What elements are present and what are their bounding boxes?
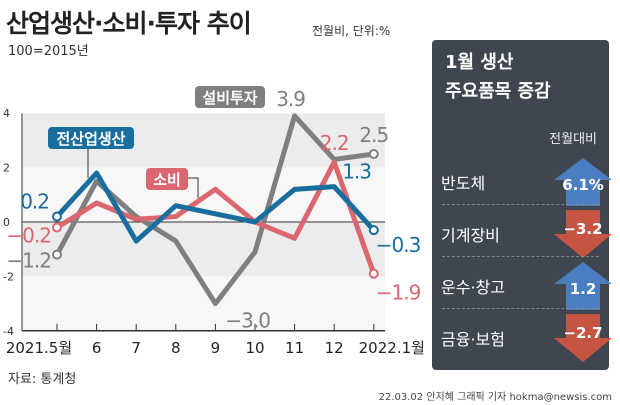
panel-column-label: 전월대비 xyxy=(549,132,597,147)
legend-label: 소비 xyxy=(153,171,181,189)
x-tick-label: 2022.1월 xyxy=(359,339,425,357)
data-point xyxy=(368,225,379,236)
series-line-전산업생산 xyxy=(55,170,376,244)
data-point xyxy=(52,222,62,233)
arrow-up-icon xyxy=(554,158,612,206)
y-tick-label: -4 xyxy=(3,325,14,338)
data-label: 3.9 xyxy=(276,87,305,111)
data-label: −1.9 xyxy=(376,281,421,305)
data-label: 0.2 xyxy=(20,190,49,214)
x-tick-label: 7 xyxy=(131,339,141,357)
leader-line xyxy=(188,177,199,198)
panel-item: 운수·창고 1.2 xyxy=(432,260,612,312)
base-note: 100=2015년 xyxy=(8,44,89,59)
x-tick-label: 10 xyxy=(245,339,264,357)
legend-tag xyxy=(146,168,188,190)
arrow-up-icon xyxy=(554,262,612,310)
y-tick-label: -2 xyxy=(3,270,14,283)
data-label: −0.3 xyxy=(376,233,421,257)
x-tick-label: 2021.5월 xyxy=(6,339,72,357)
y-tick-label: 0 xyxy=(3,216,10,229)
data-label: −0.2 xyxy=(6,223,51,247)
arrow-down-icon xyxy=(554,210,612,258)
data-label: 1.3 xyxy=(342,160,371,184)
data-point xyxy=(368,149,379,159)
credit: 22.03.02 안지혜 그래픽 기자 hokma@newsis.com xyxy=(378,392,612,403)
item-value: 1.2 xyxy=(569,280,597,298)
divider xyxy=(442,204,599,205)
x-tick-label: 8 xyxy=(171,339,181,357)
x-tick-label: 9 xyxy=(211,339,221,357)
item-label: 기계장비 xyxy=(441,226,500,245)
items-panel: 1월 생산 주요품목 증감 전월대비 반도체 6.1% 기계장비 −3.2 운수·… xyxy=(432,40,612,370)
item-label: 운수·창고 xyxy=(441,278,505,297)
y-tick-label: 4 xyxy=(3,107,10,120)
divider xyxy=(442,308,599,309)
y-tick-label: 2 xyxy=(3,162,10,175)
panel-item: 반도체 6.1% xyxy=(432,156,612,208)
band xyxy=(22,222,385,277)
data-label: 2.2 xyxy=(320,131,349,155)
legend-tag xyxy=(48,127,134,149)
item-value: −2.7 xyxy=(563,324,603,342)
panel-item: 금융·보험 −2.7 xyxy=(432,312,612,364)
arrow-down-icon xyxy=(554,314,612,362)
x-tick-label: 11 xyxy=(285,339,304,357)
data-label: −1.2 xyxy=(6,249,51,273)
source: 자료: 통계청 xyxy=(8,372,77,387)
divider xyxy=(442,256,599,257)
data-point xyxy=(368,268,379,279)
legend-label: 전산업생산 xyxy=(56,130,125,148)
data-point xyxy=(52,211,62,222)
legend-label: 설비투자 xyxy=(202,89,257,107)
data-label: −3.0 xyxy=(225,309,270,333)
item-label: 반도체 xyxy=(441,174,486,193)
data-label: 2.5 xyxy=(359,123,388,147)
panel-item: 기계장비 −3.2 xyxy=(432,208,612,260)
unit-note: 전월비, 단위:% xyxy=(312,24,391,38)
legend-tag xyxy=(195,86,265,108)
x-tick-label: 6 xyxy=(92,339,102,357)
item-value: −3.2 xyxy=(563,220,603,238)
item-label: 금융·보험 xyxy=(441,330,505,349)
x-tick-label: 12 xyxy=(325,339,344,357)
panel-title: 1월 생산 주요품목 증감 xyxy=(445,52,551,102)
page-title: 산업생산·소비·투자 추이 xyxy=(6,9,252,38)
item-value: 6.1% xyxy=(562,176,604,194)
data-point xyxy=(52,249,62,260)
